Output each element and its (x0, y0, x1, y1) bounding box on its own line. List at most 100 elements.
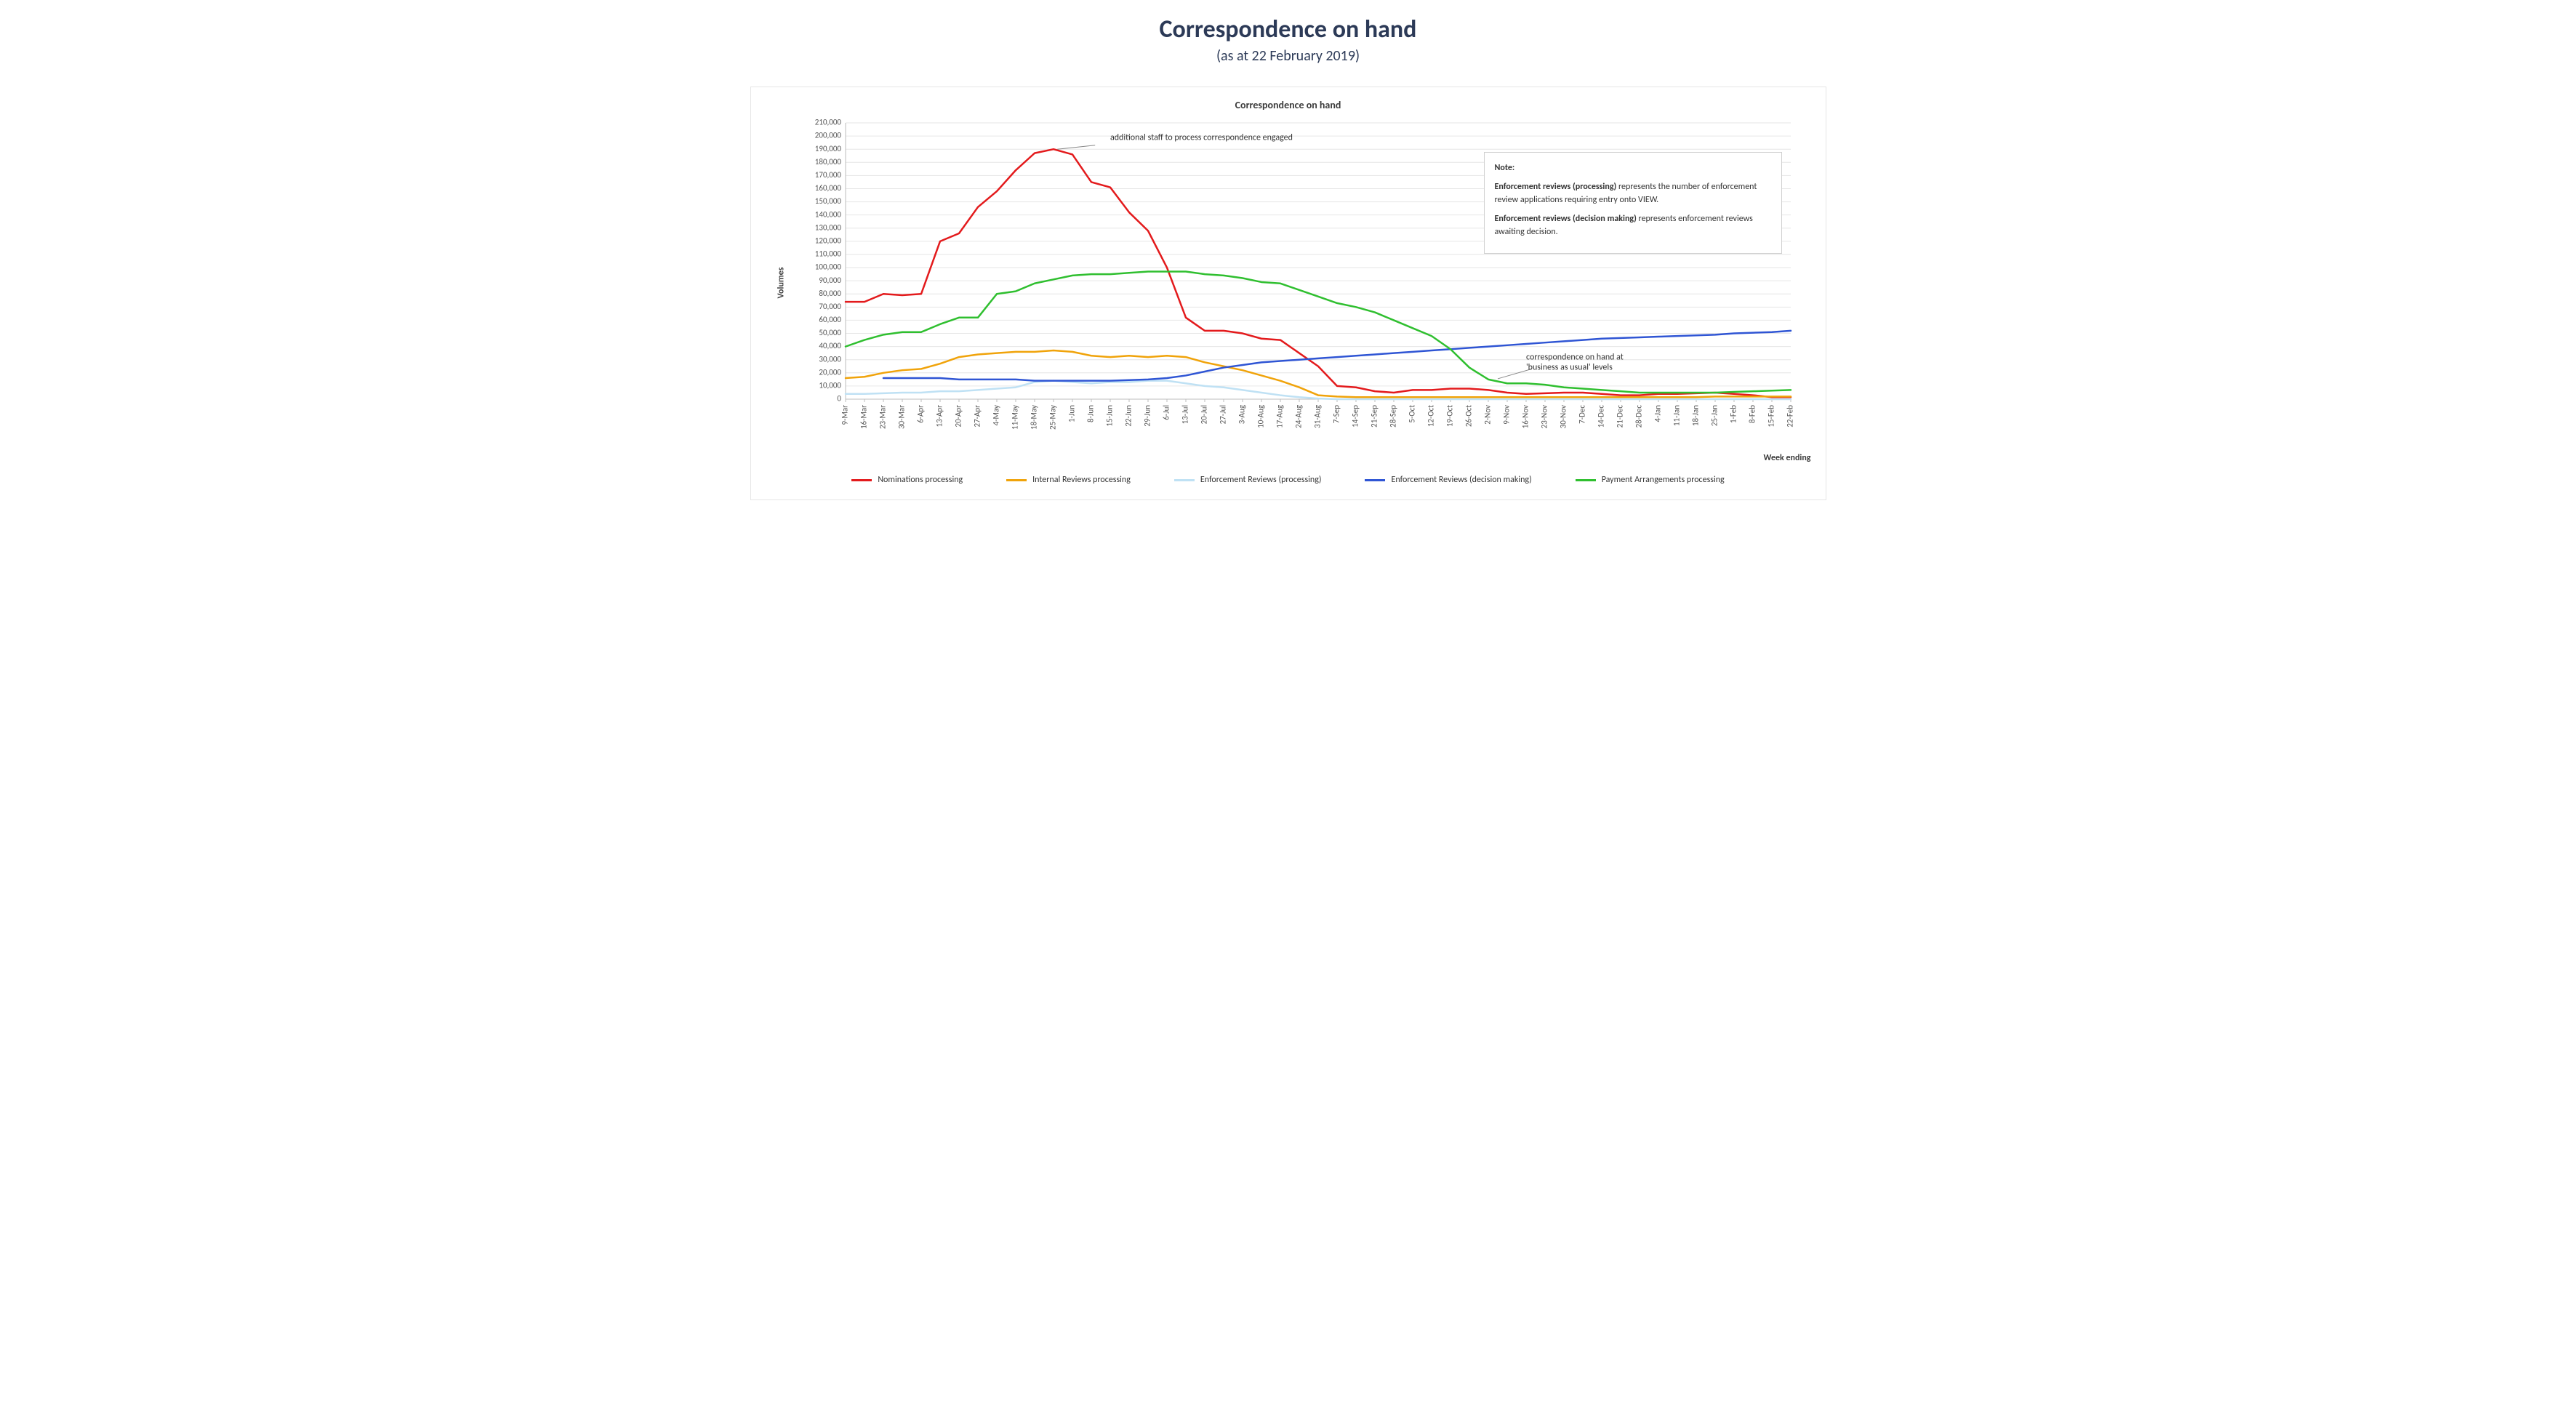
legend-swatch (1365, 479, 1385, 481)
y-tick-label: 140,000 (814, 209, 841, 219)
chart-frame: Correspondence on hand Volumes 0 10,000 20… (750, 87, 1826, 500)
y-tick-label: 120,000 (814, 236, 841, 245)
x-tick-label: 4-Jan (1653, 405, 1662, 422)
x-tick-label: 27-Apr (972, 405, 982, 428)
x-tick-label: 25-May (1048, 405, 1057, 430)
x-tick-label: 29-Jun (1142, 405, 1152, 427)
legend: Nominations processing Internal Reviews p… (758, 475, 1818, 485)
x-tick-label: 17-Aug (1275, 405, 1284, 428)
x-tick-label: 31-Aug (1312, 405, 1322, 428)
note-paragraph-1: Enforcement reviews (processing) represe… (1495, 180, 1771, 206)
legend-label: Nominations processing (878, 475, 963, 485)
x-tick-label: 18-Jan (1690, 405, 1700, 426)
legend-label: Payment Arrangements processing (1602, 475, 1725, 485)
x-tick-label: 7-Dec (1577, 405, 1586, 424)
x-tick-label: 22-Feb (1785, 405, 1794, 428)
x-tick-label: 30-Nov (1558, 405, 1568, 428)
legend-item: Nominations processing (851, 475, 963, 485)
y-tick-label: 100,000 (814, 262, 841, 272)
x-tick-label: 15-Jun (1104, 405, 1114, 427)
x-tick-label: 26-Oct (1464, 405, 1473, 427)
x-tick-label: 24-Aug (1293, 405, 1303, 428)
x-tick-label: 30-Mar (896, 405, 906, 429)
y-tick-label: 30,000 (819, 354, 841, 364)
x-tick-label: 23-Nov (1539, 405, 1549, 428)
y-tick-label: 50,000 (819, 328, 841, 337)
x-tick-label: 16-Nov (1520, 405, 1530, 428)
x-tick-label: 21-Dec (1615, 405, 1624, 428)
x-tick-label: 23-Mar (878, 405, 887, 429)
legend-label: Enforcement Reviews (processing) (1200, 475, 1322, 485)
y-tick-label: 210,000 (814, 118, 841, 127)
x-tick-label: 4-May (991, 405, 1000, 425)
y-tick-label: 90,000 (819, 276, 841, 285)
x-tick-label: 10-Aug (1256, 405, 1265, 428)
x-tick-label: 9-Nov (1501, 405, 1511, 425)
x-tick-label: 5-Oct (1407, 405, 1416, 423)
plot-wrap: Volumes 010,00020,00030,00040,00050,0006… (809, 116, 1804, 450)
note-p1-bold: Enforcement reviews (processing) (1495, 182, 1617, 192)
y-tick-label: 0 (837, 394, 841, 404)
y-tick-label: 190,000 (814, 144, 841, 153)
x-tick-label: 8-Feb (1747, 405, 1757, 423)
legend-swatch (1006, 479, 1027, 481)
x-tick-label: 28-Sep (1388, 405, 1397, 428)
page-subtitle: (as at 22 February 2019) (750, 47, 1826, 65)
annotation-text: 'business as usual' levels (1526, 363, 1613, 373)
x-axis-label: Week ending (758, 453, 1818, 463)
y-tick-label: 10,000 (819, 381, 841, 390)
legend-swatch (851, 479, 872, 481)
page-title: Correspondence on hand (750, 15, 1826, 44)
y-tick-label: 170,000 (814, 170, 841, 180)
y-axis-label: Volumes (776, 268, 786, 299)
legend-item: Enforcement Reviews (processing) (1174, 475, 1322, 485)
y-tick-label: 180,000 (814, 157, 841, 167)
y-tick-label: 80,000 (819, 289, 841, 298)
y-tick-label: 40,000 (819, 341, 841, 350)
note-heading: Note: (1495, 161, 1771, 175)
y-tick-label: 150,000 (814, 196, 841, 206)
x-tick-label: 8-Jun (1086, 405, 1095, 422)
legend-label: Internal Reviews processing (1032, 475, 1131, 485)
page: Correspondence on hand (as at 22 Februar… (743, 0, 1834, 529)
x-tick-label: 6-Jul (1161, 405, 1171, 420)
x-tick-label: 11-May (1010, 405, 1019, 430)
x-tick-label: 15-Feb (1766, 405, 1775, 428)
annotation-text: correspondence on hand at (1526, 353, 1624, 363)
y-tick-label: 110,000 (814, 249, 841, 259)
legend-swatch (1576, 479, 1596, 481)
x-tick-label: 20-Jul (1199, 405, 1208, 424)
x-tick-label: 28-Dec (1634, 405, 1643, 428)
x-tick-label: 6-Apr (915, 405, 925, 423)
x-tick-label: 2-Nov (1482, 405, 1492, 425)
chart-inner-title: Correspondence on hand (758, 99, 1818, 111)
annotation-leader (1057, 145, 1095, 149)
y-tick-label: 130,000 (814, 222, 841, 232)
x-tick-label: 18-May (1029, 405, 1038, 430)
x-tick-label: 21-Sep (1369, 405, 1379, 428)
y-tick-label: 160,000 (814, 183, 841, 193)
annotation-text: additional staff to process corresponden… (1110, 133, 1293, 143)
note-paragraph-2: Enforcement reviews (decision making) re… (1495, 212, 1771, 238)
x-tick-label: 20-Apr (953, 405, 963, 428)
legend-item: Payment Arrangements processing (1576, 475, 1725, 485)
x-tick-label: 25-Jan (1709, 405, 1719, 426)
x-tick-label: 1-Feb (1728, 405, 1738, 423)
x-tick-label: 7-Sep (1331, 405, 1341, 423)
y-tick-label: 20,000 (819, 367, 841, 377)
series-line (883, 331, 1791, 381)
legend-item: Enforcement Reviews (decision making) (1365, 475, 1531, 485)
x-tick-label: 3-Aug (1237, 405, 1246, 424)
x-tick-label: 14-Dec (1596, 405, 1605, 428)
legend-label: Enforcement Reviews (decision making) (1391, 475, 1531, 485)
y-tick-label: 200,000 (814, 131, 841, 140)
legend-swatch (1174, 479, 1195, 481)
x-tick-label: 12-Oct (1426, 405, 1435, 427)
y-tick-label: 70,000 (819, 302, 841, 311)
x-tick-label: 19-Oct (1445, 405, 1454, 427)
x-tick-label: 16-Mar (859, 405, 868, 429)
x-tick-label: 13-Jul (1180, 405, 1189, 424)
x-tick-label: 27-Jul (1218, 405, 1227, 424)
x-tick-label: 14-Sep (1350, 405, 1360, 428)
note-p2-bold: Enforcement reviews (decision making) (1495, 214, 1637, 224)
